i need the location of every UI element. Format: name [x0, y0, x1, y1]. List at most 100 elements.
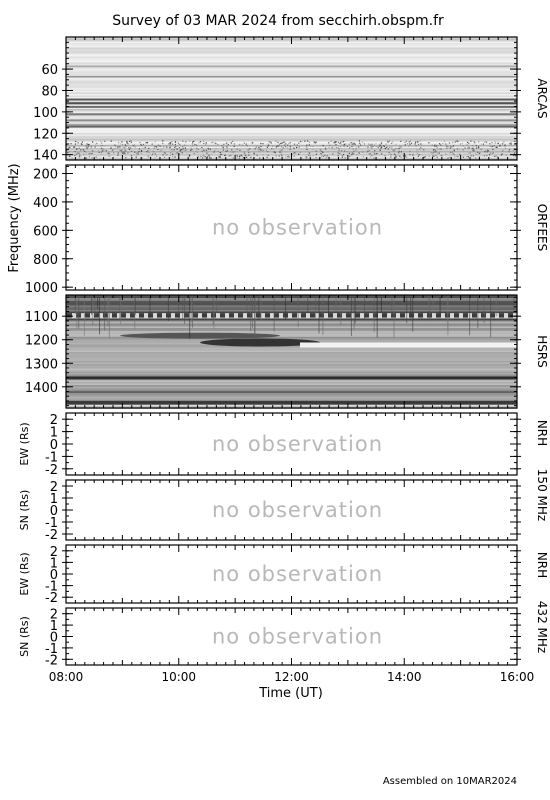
arcas-speckle: [119, 146, 121, 148]
arcas-speckle: [469, 152, 471, 154]
arcas-speckle: [456, 148, 458, 150]
arcas-speckle: [369, 153, 372, 155]
hsrs-vertical: [250, 297, 252, 332]
arcas-speckle: [380, 147, 382, 149]
arcas-speckle: [486, 154, 488, 157]
hsrs-band: [66, 350, 517, 353]
arcas-speckle: [184, 149, 186, 151]
arcas-speckle: [114, 145, 117, 147]
hsrs-dot: [459, 313, 463, 319]
arcas-speckle: [87, 146, 89, 148]
arcas-speckle: [366, 151, 368, 153]
arcas-speckle: [259, 157, 261, 159]
arcas-speckle: [391, 142, 393, 144]
nrh432-ew-y-tick-label: 0: [50, 568, 58, 583]
arcas-band: [66, 139, 517, 141]
arcas-speckle: [189, 140, 191, 142]
arcas-speckle: [383, 145, 385, 147]
arcas-speckle: [370, 144, 372, 146]
hsrs-vertical: [92, 297, 94, 326]
arcas-speckle: [404, 144, 406, 146]
arcas-speckle: [246, 156, 248, 158]
arcas-speckle: [374, 150, 376, 152]
hsrs-vertical: [182, 297, 184, 321]
arcas-speckle: [420, 144, 422, 146]
hsrs-vertical: [212, 297, 214, 325]
arcas-speckle: [451, 146, 453, 148]
arcas-speckle: [307, 154, 310, 156]
hsrs-band: [66, 346, 517, 348]
nrh432-sn-y-tick-label: 1: [50, 619, 58, 634]
hsrs-band: [66, 358, 517, 360]
arcas-speckle: [508, 151, 510, 153]
arcas-speckle: [495, 146, 497, 148]
arcas-speckle: [462, 149, 464, 151]
arcas-speckle: [449, 147, 451, 149]
hsrs-vertical: [513, 297, 515, 314]
panel-nrh150-ew: 210-1-2 no observation EW (Rs): [18, 412, 521, 478]
arcas-speckle: [203, 142, 205, 145]
arcas-speckle: [338, 148, 340, 150]
arcas-speckle: [408, 143, 411, 145]
arcas-speckle: [191, 143, 194, 145]
arcas-band: [66, 89, 517, 92]
arcas-speckle: [233, 143, 235, 145]
arcas-speckle: [409, 153, 411, 156]
arcas-speckle: [162, 142, 164, 145]
arcas-speckle: [219, 156, 221, 158]
arcas-band: [66, 146, 517, 149]
arcas-speckle: [339, 153, 341, 155]
arcas-speckle: [400, 151, 402, 153]
arcas-speckle: [139, 141, 141, 143]
arcas-speckle: [239, 143, 241, 145]
arcas-speckle: [328, 142, 330, 144]
nrh150-ew-y-tick-label: -2: [45, 463, 58, 478]
arcas-speckle: [171, 141, 173, 143]
arcas-speckle: [467, 147, 469, 149]
nrh432-sn-y-tick-label: 0: [50, 631, 58, 646]
hsrs-band: [66, 368, 517, 371]
arcas-speckle: [421, 144, 424, 147]
arcas-speckle: [204, 156, 206, 158]
arcas-speckle: [83, 154, 85, 156]
arcas-band: [66, 80, 517, 83]
orfees-side-label: ORFEES: [535, 204, 549, 251]
arcas-speckle: [200, 155, 202, 158]
arcas-speckle: [392, 141, 394, 143]
hsrs-dot: [270, 313, 274, 319]
arcas-speckle: [319, 149, 321, 151]
arcas-speckle: [134, 151, 136, 153]
hsrs-vertical: [327, 297, 329, 314]
arcas-speckle: [141, 145, 143, 147]
arcas-speckle: [287, 144, 289, 146]
arcas-band: [66, 73, 517, 75]
arcas-speckle: [421, 154, 423, 156]
arcas-speckle: [124, 147, 126, 149]
arcas-speckle: [278, 143, 281, 145]
arcas-band: [66, 79, 517, 81]
hsrs-band: [66, 334, 517, 336]
arcas-speckle: [281, 142, 283, 144]
hsrs-band: [66, 305, 517, 308]
arcas-speckle: [96, 142, 98, 145]
arcas-speckle: [330, 140, 332, 142]
arcas-line: [66, 119, 517, 122]
arcas-speckle: [80, 143, 82, 145]
hsrs-band: [66, 310, 517, 312]
arcas-speckle: [86, 143, 88, 145]
hsrs-vertical: [251, 297, 253, 328]
arcas-speckle: [101, 142, 103, 144]
arcas-speckle: [389, 140, 391, 142]
arcas-speckle: [186, 148, 188, 150]
arcas-speckle: [161, 149, 163, 151]
arcas-speckle: [394, 156, 397, 158]
arcas-speckle: [485, 141, 488, 143]
arcas-speckle: [125, 145, 127, 147]
arcas-speckle: [119, 143, 121, 145]
arcas-speckle: [243, 151, 245, 153]
arcas-speckle: [478, 152, 480, 155]
hsrs-dot: [144, 313, 148, 319]
hsrs-dot: [288, 313, 292, 319]
arcas-band: [66, 82, 517, 84]
hsrs-dot: [171, 313, 175, 319]
